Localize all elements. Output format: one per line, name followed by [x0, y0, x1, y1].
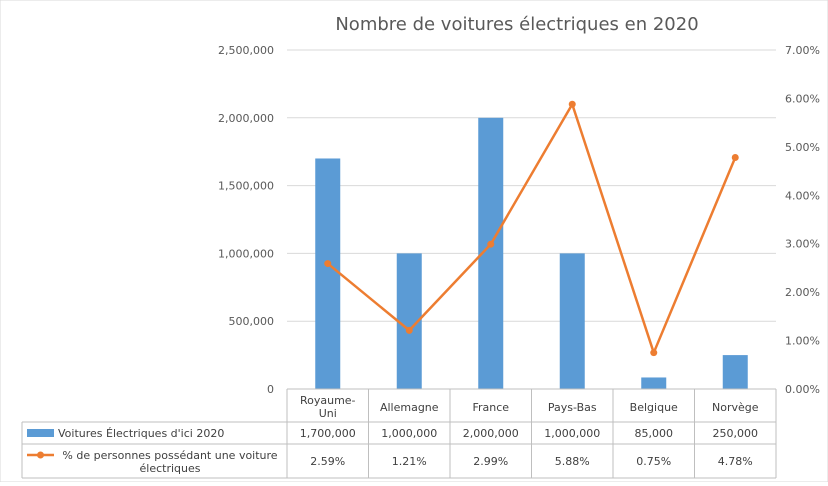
table-cell-value: 1,000,000 — [544, 427, 600, 440]
line-point — [650, 349, 658, 357]
y-left-tick-label: 500,000 — [229, 315, 275, 328]
legend-key-bar — [27, 429, 54, 437]
bar-series — [315, 117, 748, 390]
table-cell-value: 4.78% — [718, 455, 753, 468]
chart-title: Nombre de voitures électriques en 2020 — [335, 14, 698, 35]
bar — [315, 158, 341, 389]
table-cell-value: 85,000 — [635, 427, 674, 440]
y-right-tick-label: 3.00% — [785, 238, 820, 251]
legend-key-marker — [37, 451, 44, 459]
y-left-tick-label: 2,000,000 — [218, 112, 274, 125]
x-tick-label: Uni — [319, 407, 337, 420]
line-point — [324, 260, 332, 268]
bar — [722, 355, 748, 389]
table-cell-value: 1,700,000 — [300, 427, 356, 440]
x-tick-label: Pays-Bas — [548, 401, 597, 414]
table-cell-value: 5.88% — [555, 455, 590, 468]
line-point — [487, 240, 495, 248]
x-tick-label: France — [472, 401, 509, 414]
bar — [559, 253, 585, 389]
y-left-tick-label: 1,000,000 — [218, 247, 274, 260]
line-series — [324, 100, 739, 357]
axes: 0 500,000 1,000,000 1,500,000 2,000,000 2,500… — [218, 44, 820, 396]
x-tick-label: Royaume- — [300, 394, 356, 407]
y-left-tick-label: 2,500,000 — [218, 44, 274, 57]
legend-label: Voitures Électriques d'ici 2020 — [58, 427, 224, 440]
y-left-tick-label: 1,500,000 — [218, 180, 274, 193]
y-left-tick-label: 0 — [267, 383, 274, 396]
y-right-tick-label: 6.00% — [785, 92, 820, 105]
y-right-tick-label: 2.00% — [785, 286, 820, 299]
x-tick-label: Belgique — [630, 401, 678, 414]
legend-label: % de personnes possédant une voiture — [62, 449, 277, 462]
y-right-tick-label: 0.00% — [785, 383, 820, 396]
table-cell-value: 1,000,000 — [381, 427, 437, 440]
table-cell-value: 2.99% — [473, 455, 508, 468]
table-cell-value: 250,000 — [713, 427, 759, 440]
line-point — [405, 326, 413, 334]
legend-label: électriques — [140, 462, 201, 475]
line-path — [326, 102, 737, 354]
y-right-tick-label: 5.00% — [785, 141, 820, 154]
y-right-tick-label: 7.00% — [785, 44, 820, 57]
data-table: Royaume-Uni Allemagne France Pays-Bas Belgiq… — [21, 388, 777, 479]
table-cell-value: 2.59% — [310, 455, 345, 468]
x-tick-label: Allemagne — [380, 401, 439, 414]
y-right-tick-label: 4.00% — [785, 189, 820, 202]
bar — [641, 377, 667, 389]
x-tick-label: Norvège — [712, 401, 759, 414]
table-cell-value: 0.75% — [636, 455, 671, 468]
line-point — [568, 100, 576, 108]
table-cell-value: 1.21% — [392, 455, 427, 468]
y-right-tick-label: 1.00% — [785, 335, 820, 348]
line-point — [731, 154, 739, 162]
table-cell-value: 2,000,000 — [463, 427, 519, 440]
